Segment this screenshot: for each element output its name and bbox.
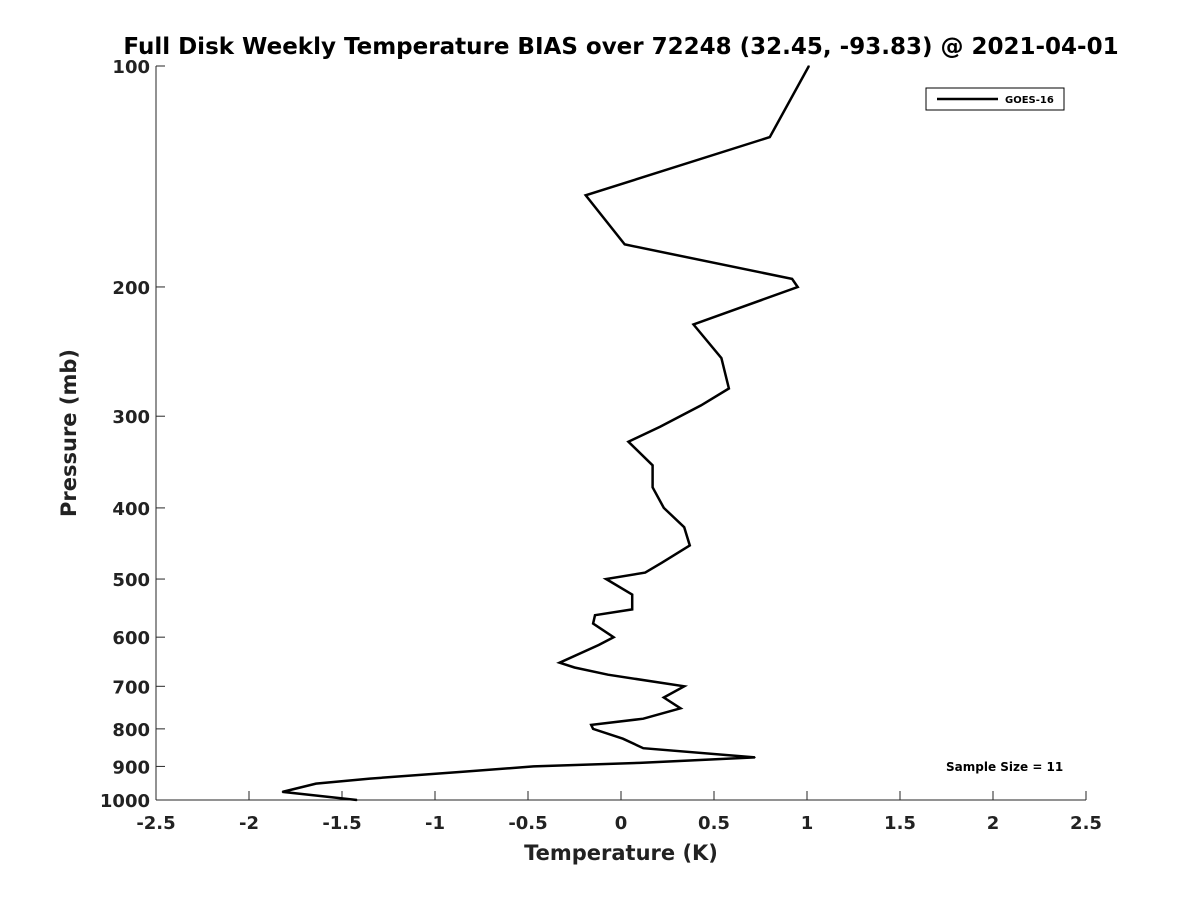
series-point [642,747,645,749]
series-point [627,440,630,443]
series-point [573,666,576,669]
x-tick-label: -2.5 [136,813,175,834]
series-point [605,578,607,580]
series-point [558,661,561,664]
x-tick-label: 2 [987,813,1000,834]
series-layer [281,65,810,802]
series-point [728,387,730,390]
series-point [644,571,646,574]
series-point [700,404,702,407]
series-point [612,636,615,638]
x-tick-label: 0 [615,813,628,834]
y-tick-label: 1000 [100,791,150,812]
series-point [661,561,663,564]
series-point [791,278,793,280]
y-tick-label: 200 [112,278,150,299]
series-point [651,486,654,489]
chart-title: Full Disk Weekly Temperature BIAS over 7… [123,34,1118,60]
series-point [631,593,633,596]
series-point [808,65,810,67]
series-point [590,724,592,726]
series-point [796,286,799,288]
series-point [689,544,691,547]
series-point [532,765,535,768]
series-point [720,357,723,359]
series-point [623,243,626,246]
series-point [663,507,665,509]
series-point [584,194,587,197]
x-tick-label: -1 [425,813,445,834]
series-point [592,728,594,730]
x-tick-label: -0.5 [508,813,547,834]
x-tick-label: -1.5 [322,813,361,834]
y-tick-label: 600 [112,628,150,649]
series-point [659,425,661,428]
series-point [683,685,685,688]
series-point [631,608,633,611]
y-tick-label: 800 [112,720,150,741]
legend-label-goes-16: GOES-16 [1005,95,1054,106]
x-tick-label: 1.5 [884,813,916,834]
y-tick-label: 900 [112,757,150,778]
series-point [622,737,624,740]
series-point [651,464,654,467]
y-tick-label: 500 [112,570,150,591]
y-tick-label: 400 [112,499,150,520]
series-point [663,696,665,699]
series-point [462,770,464,773]
y-tick-label: 100 [112,57,150,78]
sample-size-annotation: Sample Size = 11 [946,760,1063,774]
series-point [754,756,756,759]
series-point [356,799,358,801]
series-point [769,136,771,138]
x-tick-label: 1 [801,813,814,834]
series-point [642,717,645,720]
y-axis-label: Pressure (mb) [57,349,81,517]
x-axis-label: Temperature (K) [524,841,718,865]
series-point [679,707,682,710]
series-point [638,762,641,764]
series-point [597,644,600,646]
series-point [315,782,317,785]
series-point [592,622,594,625]
series-point [692,323,695,326]
series-point [594,614,596,616]
series-point [607,673,609,676]
series-point [683,526,685,528]
x-tick-label: -2 [239,813,259,834]
series-point [281,791,284,793]
x-ticks: -2.5 -2 -1.5 -1 -0.5 0 0.5 1 1.5 2 2.5 [136,791,1102,834]
series-point [369,777,371,780]
y-ticks: 100 200 300 400 500 600 700 800 900 1000 [100,57,165,812]
y-tick-label: 700 [112,677,150,698]
y-tick-label: 300 [112,407,150,428]
x-tick-label: 2.5 [1070,813,1102,834]
legend: GOES-16 [925,87,1065,111]
x-tick-label: 0.5 [698,813,730,834]
